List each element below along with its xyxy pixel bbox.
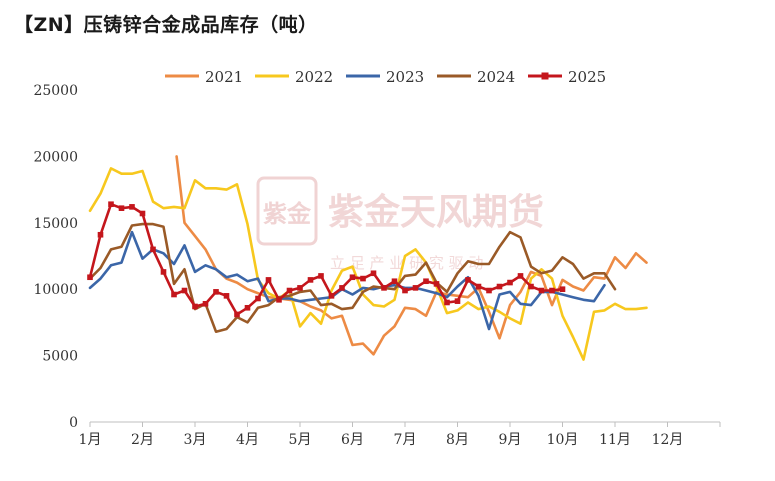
data-point-2025 (97, 231, 104, 238)
legend-label: 2021 (205, 68, 243, 86)
data-point-2025 (276, 297, 282, 303)
data-point-2025 (150, 246, 156, 253)
data-point-2025 (496, 283, 503, 290)
series-line-2025 (88, 202, 564, 316)
x-tick-label: 5月 (289, 432, 312, 448)
data-point-2025 (349, 274, 356, 281)
data-point-2025 (328, 293, 335, 299)
data-point-2025 (465, 277, 471, 283)
chart-title: 【ZN】压铸锌合金成品库存（吨） (14, 14, 318, 36)
legend-item-2025: 2025 (528, 68, 606, 86)
x-tick-label: 7月 (394, 432, 417, 448)
data-point-2025 (559, 286, 566, 292)
legend-item-2022: 2022 (255, 68, 333, 86)
y-axis: 0 5000 10000 15000 20000 25000 (33, 83, 78, 431)
data-point-2025 (528, 283, 534, 290)
data-point-2025 (360, 275, 366, 282)
data-point-2025 (412, 285, 419, 291)
data-point-2025 (213, 289, 219, 295)
data-point-2025 (192, 303, 198, 310)
data-point-2025 (402, 287, 408, 294)
y-tick-label: 0 (69, 415, 78, 431)
series-2022 (88, 167, 648, 361)
y-tick-label: 15000 (33, 216, 78, 232)
legend-marker (541, 72, 549, 80)
data-point-2025 (223, 293, 230, 299)
legend-item-2023: 2023 (346, 68, 424, 86)
data-point-2025 (339, 285, 345, 291)
data-point-2025 (507, 279, 513, 286)
data-point-2025 (139, 210, 146, 217)
y-tick-label: 5000 (42, 349, 78, 365)
data-point-2025 (244, 304, 251, 311)
data-point-2025 (370, 270, 377, 277)
x-tick-label: 8月 (446, 432, 469, 448)
x-tick-label: 1月 (79, 432, 102, 448)
data-point-2025 (87, 274, 93, 281)
plot-area (87, 155, 648, 361)
data-point-2025 (234, 311, 240, 318)
data-point-2025 (171, 291, 177, 298)
x-tick-label: 4月 (236, 432, 259, 448)
data-point-2025 (181, 287, 188, 294)
legend-label: 2022 (295, 68, 333, 86)
data-point-2025 (297, 285, 303, 291)
x-tick-label: 11月 (599, 432, 631, 448)
watermark-text: 紫金天风期货 (328, 191, 544, 233)
x-tick-label: 6月 (341, 432, 364, 448)
x-axis: 1月 2月 3月 4月 5月 6月 7月 8月 9月 10月 11月 12月 (79, 421, 721, 448)
watermark-logo: 紫金 (256, 176, 318, 246)
data-point-2025 (129, 204, 135, 210)
series-line-2022 (88, 167, 648, 361)
data-point-2025 (475, 283, 482, 290)
data-point-2025 (538, 287, 545, 294)
x-tick-label: 3月 (184, 432, 207, 448)
data-point-2025 (433, 281, 440, 287)
watermark-logo-text: 紫金 (263, 200, 312, 228)
series-2025 (87, 201, 566, 318)
data-point-2025 (454, 298, 461, 304)
series-2021 (175, 155, 648, 356)
y-tick-label: 25000 (33, 83, 78, 99)
chart-legend: 2021 2022 2023 2024 2025 (165, 68, 606, 86)
legend-label: 2024 (477, 68, 515, 86)
data-point-2025 (307, 277, 314, 283)
x-tick-label: 2月 (131, 432, 154, 448)
data-point-2025 (381, 285, 387, 291)
data-point-2025 (118, 205, 125, 211)
data-point-2025 (255, 295, 261, 302)
data-point-2025 (517, 273, 524, 279)
x-tick-label: 9月 (499, 432, 522, 448)
series-2023 (88, 230, 606, 331)
watermark-subtext: 立 足 产 业 研 究 驱 动 (330, 254, 483, 272)
legend-item-2021: 2021 (165, 68, 243, 86)
data-point-2025 (160, 269, 167, 275)
legend-label: 2025 (568, 68, 606, 86)
y-tick-label: 10000 (33, 282, 78, 298)
series-line-2024 (88, 222, 617, 333)
y-tick-label: 20000 (33, 149, 78, 165)
x-tick-label: 10月 (547, 432, 579, 448)
data-point-2025 (286, 287, 293, 294)
x-tick-label: 12月 (652, 432, 684, 448)
series-line-2023 (88, 230, 606, 331)
data-point-2025 (265, 277, 272, 283)
data-point-2025 (444, 299, 450, 306)
data-point-2025 (549, 287, 555, 294)
data-point-2025 (108, 201, 114, 208)
legend-item-2024: 2024 (437, 68, 515, 86)
data-point-2025 (202, 301, 209, 307)
data-point-2025 (318, 273, 324, 279)
series-line-2021 (175, 155, 648, 356)
data-point-2025 (423, 278, 429, 285)
data-point-2025 (391, 278, 398, 285)
data-point-2025 (486, 287, 492, 294)
legend-label: 2023 (386, 68, 424, 86)
series-2024 (88, 222, 617, 333)
